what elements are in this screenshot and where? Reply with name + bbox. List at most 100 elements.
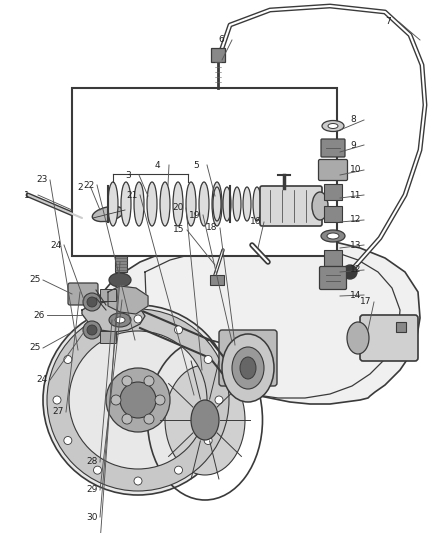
Text: 13: 13 (350, 240, 361, 249)
Ellipse shape (115, 317, 125, 323)
Text: 9: 9 (350, 141, 356, 149)
Text: 22: 22 (83, 181, 94, 190)
Ellipse shape (191, 400, 219, 440)
Text: 30: 30 (86, 513, 98, 521)
Circle shape (215, 396, 223, 404)
Text: 19: 19 (189, 211, 201, 220)
Ellipse shape (186, 182, 196, 226)
Text: 15: 15 (173, 225, 184, 235)
Ellipse shape (328, 124, 338, 128)
Circle shape (343, 265, 357, 279)
Ellipse shape (212, 182, 222, 226)
Text: 10: 10 (350, 166, 361, 174)
Ellipse shape (232, 347, 264, 389)
Ellipse shape (240, 357, 256, 379)
Text: 23: 23 (36, 175, 47, 184)
Circle shape (83, 293, 101, 311)
FancyBboxPatch shape (68, 283, 98, 305)
Bar (324, 206, 342, 222)
Text: 6: 6 (218, 36, 224, 44)
Circle shape (111, 395, 121, 405)
Polygon shape (108, 286, 148, 314)
Ellipse shape (160, 182, 170, 226)
Bar (211, 48, 225, 62)
Circle shape (64, 437, 72, 445)
Text: 25: 25 (29, 276, 40, 285)
Circle shape (53, 396, 61, 404)
Circle shape (87, 297, 97, 307)
Bar (324, 184, 342, 200)
Ellipse shape (222, 334, 274, 402)
Wedge shape (47, 309, 229, 491)
Text: 18: 18 (206, 223, 218, 232)
Text: 17: 17 (360, 297, 371, 306)
Text: 8: 8 (350, 116, 356, 125)
Circle shape (43, 305, 233, 495)
Ellipse shape (327, 233, 339, 239)
Text: 24: 24 (36, 376, 47, 384)
Circle shape (144, 376, 154, 386)
Circle shape (144, 414, 154, 424)
Text: 24: 24 (50, 240, 61, 249)
Circle shape (174, 326, 183, 334)
Circle shape (122, 414, 132, 424)
Bar (100, 289, 116, 301)
Text: 7: 7 (385, 18, 391, 27)
Circle shape (83, 321, 101, 339)
Text: 4: 4 (155, 160, 161, 169)
Text: 29: 29 (86, 486, 97, 495)
Circle shape (134, 477, 142, 485)
Text: 20: 20 (172, 204, 184, 213)
Text: 3: 3 (125, 171, 131, 180)
Bar (210, 275, 224, 285)
Circle shape (64, 356, 72, 364)
Ellipse shape (347, 322, 369, 354)
Text: 5: 5 (193, 160, 199, 169)
Bar (72, 88, 337, 256)
FancyBboxPatch shape (319, 266, 346, 289)
Circle shape (122, 376, 132, 386)
Ellipse shape (109, 313, 131, 327)
Ellipse shape (213, 187, 221, 221)
Ellipse shape (173, 182, 183, 226)
Circle shape (93, 466, 102, 474)
FancyBboxPatch shape (260, 186, 322, 226)
Circle shape (87, 325, 97, 335)
Ellipse shape (108, 182, 118, 226)
Ellipse shape (134, 182, 144, 226)
Circle shape (204, 437, 212, 445)
Text: 16: 16 (250, 217, 261, 227)
Text: 14: 14 (350, 290, 361, 300)
Circle shape (106, 368, 170, 432)
Ellipse shape (253, 187, 261, 221)
Ellipse shape (243, 187, 251, 221)
Text: 28: 28 (86, 457, 97, 466)
Bar (396, 322, 406, 332)
Text: 21: 21 (126, 190, 138, 199)
Bar (100, 331, 116, 343)
Ellipse shape (92, 206, 124, 222)
Text: 11: 11 (350, 190, 361, 199)
Ellipse shape (223, 187, 231, 221)
Text: 12: 12 (350, 265, 361, 274)
Text: 1: 1 (24, 190, 30, 199)
Text: 27: 27 (52, 408, 64, 416)
Circle shape (155, 395, 165, 405)
Ellipse shape (109, 273, 131, 287)
FancyBboxPatch shape (318, 159, 347, 181)
Ellipse shape (165, 365, 245, 475)
Bar (115, 256, 127, 272)
Ellipse shape (233, 187, 241, 221)
Circle shape (120, 382, 156, 418)
Ellipse shape (199, 182, 209, 226)
Circle shape (204, 356, 212, 364)
Ellipse shape (147, 182, 157, 226)
Polygon shape (82, 300, 145, 332)
Text: 26: 26 (33, 311, 44, 319)
Ellipse shape (321, 230, 345, 242)
Text: 25: 25 (29, 343, 40, 352)
Circle shape (134, 315, 142, 323)
Ellipse shape (322, 120, 344, 132)
FancyBboxPatch shape (219, 330, 277, 386)
Circle shape (93, 326, 102, 334)
